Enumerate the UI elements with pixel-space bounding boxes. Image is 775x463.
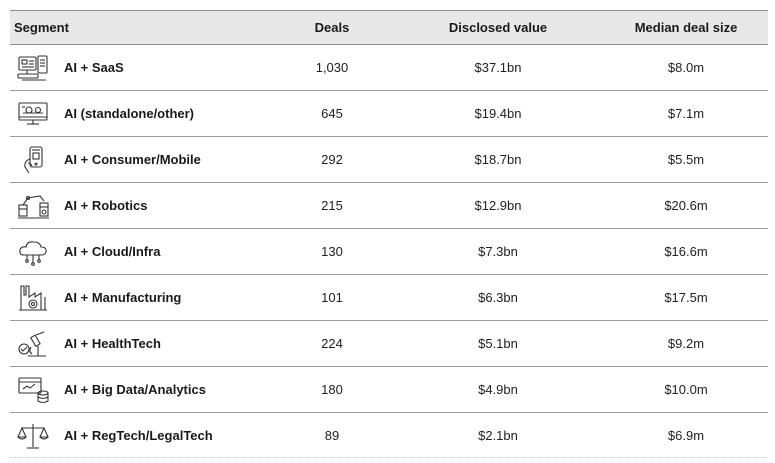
median-cell: $17.5m bbox=[664, 290, 708, 305]
table-header: Segment Deals Disclosed value Median dea… bbox=[10, 11, 768, 45]
factory-icon bbox=[16, 283, 50, 313]
median-cell: $20.6m bbox=[664, 198, 708, 213]
database-icon bbox=[16, 375, 50, 405]
segment-label: AI + RegTech/LegalTech bbox=[64, 428, 213, 443]
deals-cell: 130 bbox=[321, 244, 343, 259]
value-cell: $12.9bn bbox=[474, 198, 522, 213]
median-cell: $7.1m bbox=[667, 106, 705, 121]
median-cell: $10.0m bbox=[664, 382, 708, 397]
value-cell: $19.4bn bbox=[474, 106, 522, 121]
table-row: AI + RegTech/LegalTech 89 $2.1bn $6.9m bbox=[10, 413, 768, 458]
value-cell: $2.1bn bbox=[478, 428, 518, 443]
table-row: AI + Robotics 215 $12.9bn $20.6m bbox=[10, 183, 768, 229]
segment-label: AI + Consumer/Mobile bbox=[64, 152, 201, 167]
segment-label: AI + Robotics bbox=[64, 198, 148, 213]
table-row: AI + Cloud/Infra 130 $7.3bn $16.6m bbox=[10, 229, 768, 275]
value-cell: $37.1bn bbox=[474, 60, 522, 75]
footer-rule bbox=[10, 457, 768, 462]
segment-label: AI + Cloud/Infra bbox=[64, 244, 161, 259]
deals-cell: 645 bbox=[321, 106, 343, 121]
column-header-value: Disclosed value bbox=[448, 20, 548, 35]
column-header-median: Median deal size bbox=[634, 20, 738, 35]
median-cell: $6.9m bbox=[667, 428, 705, 443]
segment-label: AI + HealthTech bbox=[64, 336, 161, 351]
table-row: AI + HealthTech 224 $5.1bn $9.2m bbox=[10, 321, 768, 367]
median-cell: $16.6m bbox=[664, 244, 708, 259]
value-cell: $18.7bn bbox=[474, 152, 522, 167]
deals-cell: 1,030 bbox=[315, 60, 349, 75]
segment-label: AI + SaaS bbox=[64, 60, 124, 75]
value-cell: $7.3bn bbox=[478, 244, 518, 259]
segment-label: AI + Big Data/Analytics bbox=[64, 382, 206, 397]
deals-cell: 89 bbox=[324, 428, 340, 443]
column-header-deals: Deals bbox=[314, 20, 350, 35]
segment-label: AI (standalone/other) bbox=[64, 106, 195, 121]
deals-table: Segment Deals Disclosed value Median dea… bbox=[10, 10, 768, 458]
median-cell: $5.5m bbox=[667, 152, 705, 167]
scales-icon bbox=[16, 421, 50, 451]
cloud-icon bbox=[16, 237, 50, 267]
deals-cell: 101 bbox=[321, 290, 343, 305]
deals-cell: 215 bbox=[321, 198, 343, 213]
median-cell: $8.0m bbox=[667, 60, 705, 75]
table-row: AI + Consumer/Mobile 292 $18.7bn $5.5m bbox=[10, 137, 768, 183]
deals-cell: 224 bbox=[321, 336, 343, 351]
table-row: AI (standalone/other) 645 $19.4bn $7.1m bbox=[10, 91, 768, 137]
value-cell: $6.3bn bbox=[478, 290, 518, 305]
table-row: AI + Manufacturing 101 $6.3bn $17.5m bbox=[10, 275, 768, 321]
deals-cell: 292 bbox=[321, 152, 343, 167]
value-cell: $4.9bn bbox=[478, 382, 518, 397]
microscope-icon bbox=[16, 329, 50, 359]
median-cell: $9.2m bbox=[667, 336, 705, 351]
mobile-icon bbox=[16, 145, 50, 175]
robotics-icon bbox=[16, 191, 50, 221]
deals-cell: 180 bbox=[321, 382, 343, 397]
segment-label: AI + Manufacturing bbox=[64, 290, 182, 305]
ai-standalone-icon bbox=[16, 99, 50, 129]
table-row: AI + SaaS 1,030 $37.1bn $8.0m bbox=[10, 45, 768, 91]
column-header-segment: Segment bbox=[14, 20, 69, 35]
saas-icon bbox=[16, 53, 50, 83]
table-row: AI + Big Data/Analytics 180 $4.9bn $10.0… bbox=[10, 367, 768, 413]
value-cell: $5.1bn bbox=[478, 336, 518, 351]
